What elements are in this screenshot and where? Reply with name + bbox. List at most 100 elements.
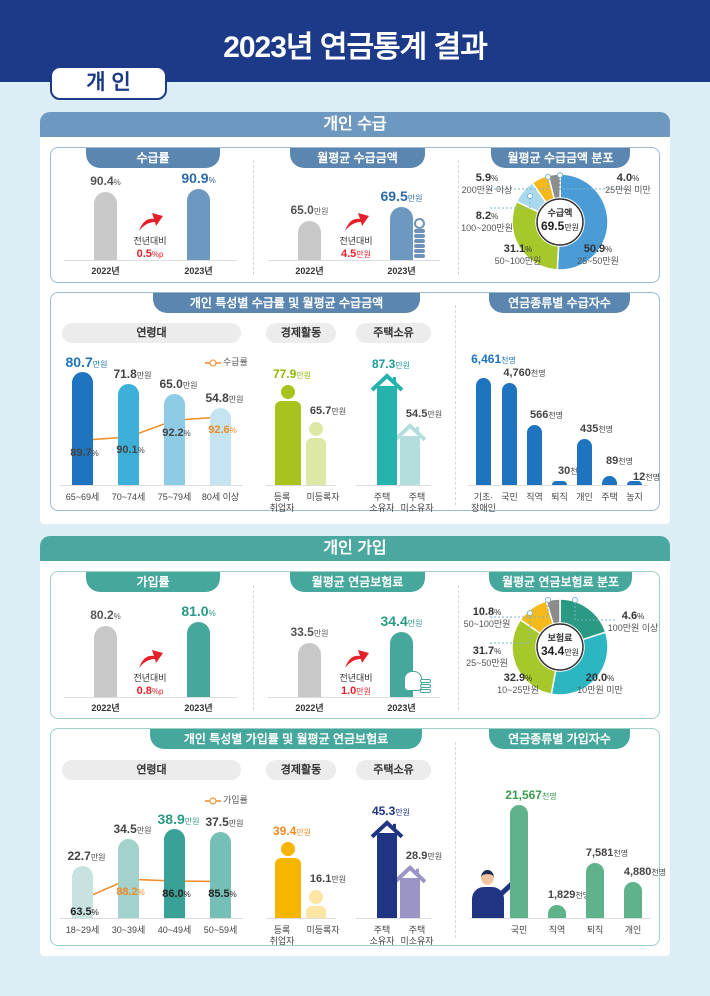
value-number: 50.9	[583, 243, 606, 255]
rate-label: 92.2%	[162, 427, 191, 440]
category-label: 개인	[624, 925, 642, 935]
pie-center-value: 34.4만원	[541, 645, 579, 659]
axis-line	[356, 485, 431, 486]
value-unit: %	[229, 426, 237, 435]
coin-stack-icon	[420, 684, 431, 688]
coin-stack-icon	[420, 689, 431, 693]
bar-18~29세	[72, 865, 93, 918]
category-label: 75~79세	[157, 492, 192, 502]
value-unit: %	[491, 174, 499, 183]
value-number: 88.2	[116, 886, 138, 899]
year-label: 2022년	[295, 703, 324, 713]
category-label: 70~74세	[111, 492, 146, 502]
category-label: 50~59세	[203, 925, 238, 935]
value-number: 32.9	[503, 672, 526, 684]
bar-2023년	[390, 206, 413, 260]
value-unit: 만원	[427, 851, 443, 861]
slice-label: 10~25만원	[497, 685, 539, 695]
value-number: 87.3	[371, 356, 396, 371]
value-number: 28.9	[405, 849, 428, 862]
slice-label: 100~200만원	[461, 223, 513, 233]
value-label: 33.5만원	[290, 626, 328, 640]
value-number: 20.0	[585, 672, 608, 684]
value-unit: %	[525, 245, 533, 254]
value-number: 7,581	[585, 846, 614, 859]
value-label: 77.9만원	[273, 368, 311, 382]
value-number: 39.4	[272, 823, 297, 838]
value-unit: 천명	[541, 792, 557, 801]
value-unit: 만원	[90, 852, 106, 862]
value-unit: 만원	[564, 648, 580, 657]
value-unit: %	[632, 174, 640, 183]
category-tab-personal: 개 인	[50, 66, 167, 100]
person-head-icon	[309, 421, 323, 436]
divider	[458, 585, 459, 710]
value-unit: %	[113, 177, 121, 187]
value-label: 22.7만원	[67, 849, 106, 864]
category-label: 농지	[626, 492, 643, 502]
value-unit: %	[137, 446, 145, 455]
value-label: 34.5만원	[113, 822, 152, 837]
pie-center-value: 69.5만원	[541, 220, 579, 234]
value-unit: 만원	[313, 629, 329, 638]
value-unit: 천명	[501, 356, 516, 365]
value-label: 80.7만원	[65, 354, 108, 371]
coin-icon	[414, 218, 425, 229]
category-label: 국민	[501, 492, 518, 502]
value-number: 37.5	[205, 814, 229, 829]
slice-value: 8.2%	[476, 210, 498, 223]
value-unit: 만원	[356, 250, 372, 259]
slice-label: 50~100만원	[494, 256, 542, 266]
presenter-body-icon	[472, 887, 504, 918]
slice-label: 100만원 이상	[607, 623, 659, 633]
house-bar	[400, 877, 420, 918]
pie-center-label: 수급액	[547, 208, 573, 218]
slice-value: 50.9%	[584, 243, 613, 256]
section-title: 개인 수급	[40, 112, 670, 137]
value-label: 87.3만원	[371, 356, 410, 372]
value-label: 39.4만원	[272, 823, 311, 839]
value-label: 90.4%	[90, 174, 121, 189]
value-number: 5.9	[475, 172, 492, 184]
value-number: 54.5	[405, 407, 428, 420]
value-label: 54.5만원	[406, 408, 442, 421]
coin-stack-icon	[420, 679, 431, 683]
rate-label: 86.0%	[162, 888, 191, 901]
value-label: 28.9만원	[406, 850, 442, 863]
value-unit: 만원	[92, 360, 108, 370]
value-label: 69.5만원	[380, 187, 423, 205]
rate-label: 89.7%	[70, 447, 99, 460]
value-number: 69.5	[380, 187, 408, 204]
value-number: 80.7	[65, 354, 93, 371]
box-tab: 월평균 수급금액	[290, 148, 425, 168]
slice-value: 4.0%	[617, 172, 639, 185]
value-number: 89.7	[70, 447, 92, 460]
presenter-head-icon	[481, 870, 494, 885]
value-number: 81.0	[181, 603, 209, 619]
value-unit: %	[607, 674, 615, 683]
category-label: 국민	[510, 925, 528, 935]
value-unit: %	[208, 175, 216, 185]
value-unit: %	[494, 647, 502, 656]
value-label: 7,581천명	[586, 847, 628, 860]
value-number: 90.9	[181, 169, 209, 186]
category-label: 30~39세	[111, 925, 146, 935]
category-label: 등록 취업자	[269, 925, 295, 946]
value-label: 54.8만원	[205, 392, 243, 406]
divider	[455, 742, 456, 938]
category-label: 직역	[526, 492, 543, 502]
category-label: 등록 취업자	[269, 492, 295, 513]
value-number: 4.0	[616, 172, 633, 184]
value-unit: %	[494, 608, 502, 617]
category-label: 주택 소유자	[369, 925, 395, 946]
category-label: 18~29세	[65, 925, 100, 935]
value-number: 80.2	[90, 608, 114, 622]
value-unit: 천명	[598, 424, 614, 434]
coin-stack-icon	[414, 244, 425, 248]
axis-line	[266, 485, 336, 486]
value-label: 12천명	[633, 471, 660, 484]
value-unit: 만원	[564, 223, 580, 232]
rate-label: 85.5%	[208, 888, 237, 901]
value-unit: 만원	[136, 825, 152, 835]
change-label: 전년대비	[339, 236, 373, 246]
